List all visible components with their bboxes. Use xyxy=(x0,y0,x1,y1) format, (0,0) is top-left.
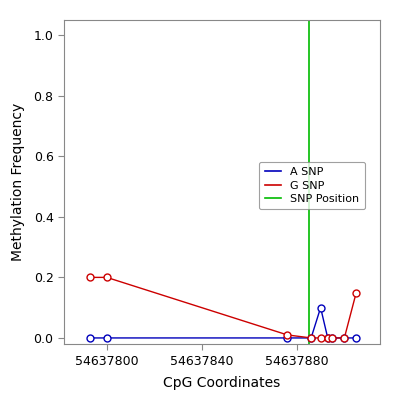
Legend: A SNP, G SNP, SNP Position: A SNP, G SNP, SNP Position xyxy=(259,162,365,210)
Y-axis label: Methylation Frequency: Methylation Frequency xyxy=(11,103,25,261)
X-axis label: CpG Coordinates: CpG Coordinates xyxy=(163,376,281,390)
